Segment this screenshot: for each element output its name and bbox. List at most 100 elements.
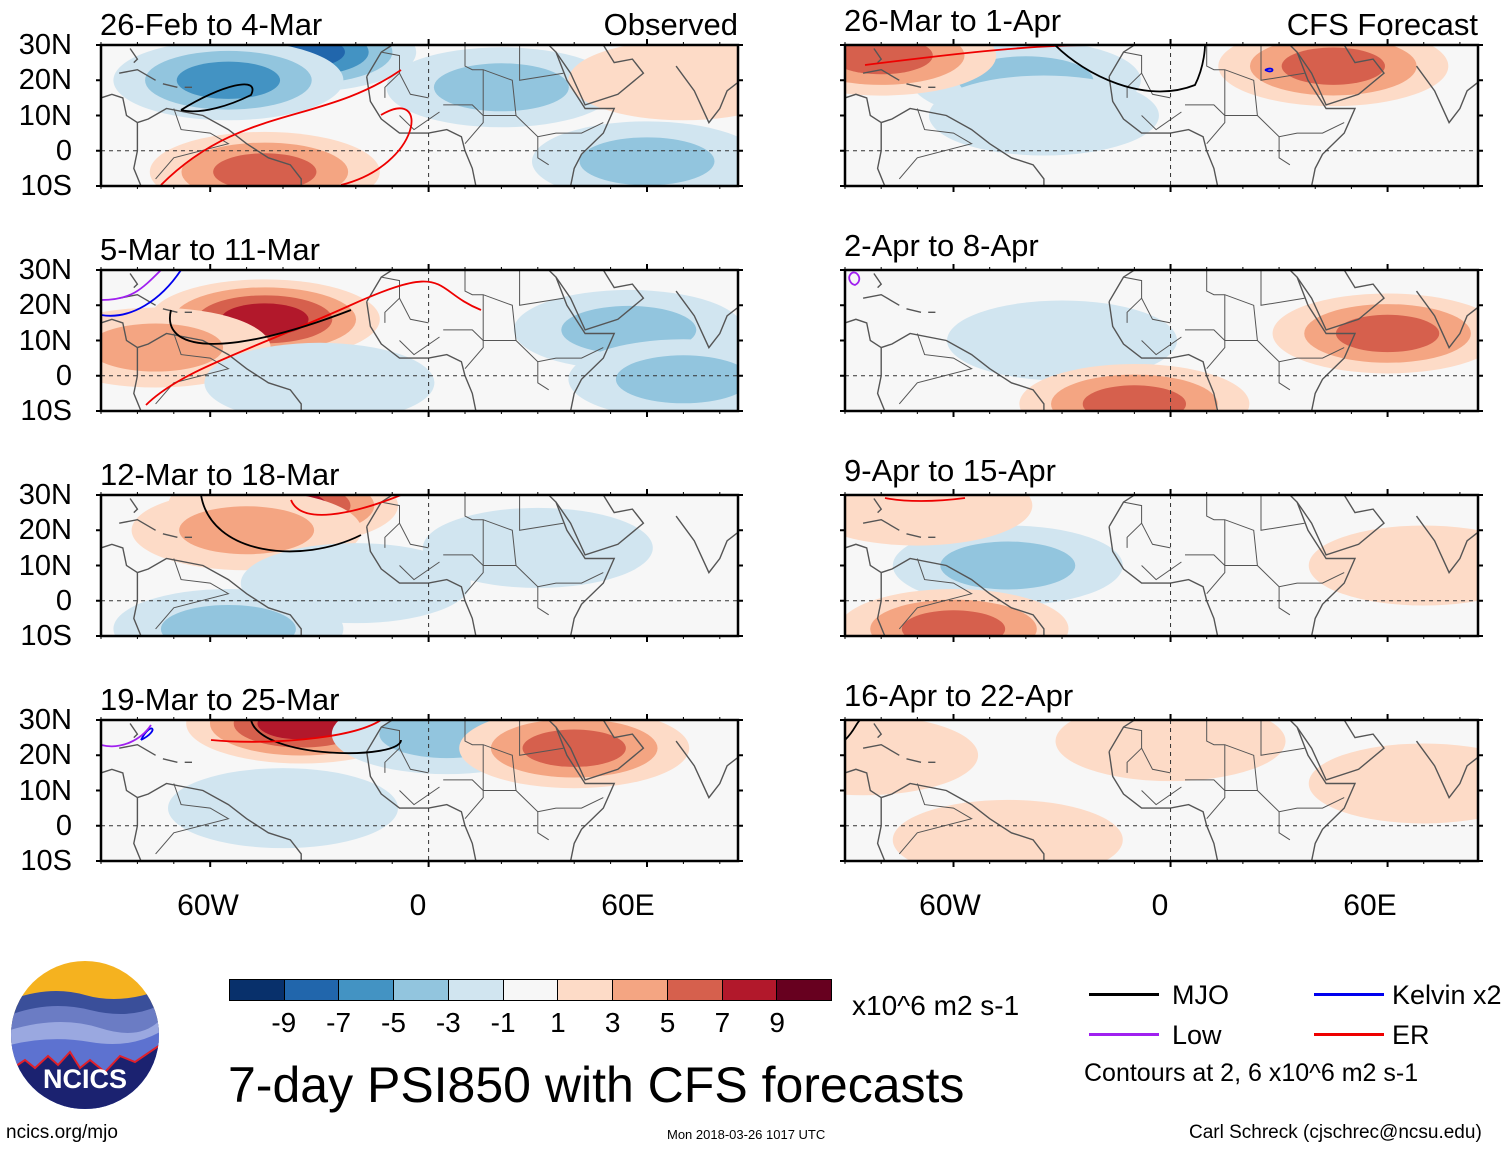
- country-border: [1260, 720, 1305, 756]
- coastline: [129, 498, 139, 514]
- anomaly-shading: [928, 75, 1159, 156]
- map-panel-8: [840, 714, 1483, 867]
- coastline: [366, 45, 393, 78]
- anomaly-shading: [1335, 314, 1440, 353]
- contour-low: [848, 271, 861, 286]
- country-border: [443, 720, 517, 791]
- country-border: [443, 270, 517, 341]
- coastline: [162, 758, 178, 763]
- colorbar-tick-label: 1: [550, 1007, 566, 1038]
- anomaly-shading: [1308, 525, 1478, 606]
- country-border: [537, 811, 549, 841]
- lon-label-60e-right: 60E: [1343, 889, 1397, 922]
- coastline: [1289, 720, 1357, 861]
- coastline: [906, 758, 922, 763]
- coastline: [133, 572, 142, 636]
- units-label: x10^6 m2 s-1: [852, 990, 1020, 1021]
- country-border: [519, 270, 564, 306]
- coastline: [1296, 720, 1385, 781]
- country-border: [443, 45, 517, 116]
- map-panel-6: [840, 264, 1483, 417]
- lat-label: 10S: [20, 845, 72, 877]
- anomaly-shading: [176, 61, 281, 99]
- panel-title-7: 9-Apr to 15-Apr: [844, 453, 1056, 488]
- country-border: [537, 586, 549, 616]
- anomaly-shading: [1055, 720, 1286, 782]
- lat-label: 30N: [18, 254, 72, 286]
- colorbar-swatch: [394, 980, 449, 1000]
- colorbar-swatch: [722, 980, 778, 1000]
- lat-label: 0: [55, 359, 72, 392]
- footer-author: Carl Schreck (cjschrec@ncsu.edu): [1189, 1122, 1482, 1143]
- contour-mjo: [250, 720, 402, 755]
- coastline: [119, 743, 156, 756]
- legend-line-er: [1314, 1033, 1384, 1036]
- lat-label: 0: [55, 584, 72, 617]
- country-border: [1260, 45, 1305, 81]
- colorbar-swatch: [339, 980, 395, 1000]
- map-panel-2: [96, 264, 743, 417]
- coastline: [133, 797, 142, 861]
- country-border: [399, 786, 440, 806]
- coastline: [162, 83, 178, 88]
- coastline: [1415, 515, 1478, 574]
- lat-label: 10S: [20, 620, 72, 652]
- coastline: [1108, 301, 1219, 411]
- legend-label-mjo: MJO: [1172, 980, 1229, 1010]
- country-border: [1126, 747, 1142, 773]
- country-border: [515, 115, 604, 138]
- coastline: [1108, 76, 1219, 186]
- colorbar-swatch: [503, 980, 559, 1000]
- coastline: [101, 93, 138, 124]
- country-border: [1141, 336, 1182, 356]
- anomaly-shading: [1308, 743, 1478, 824]
- anomaly-shading: [845, 495, 1033, 546]
- coastline: [137, 332, 302, 411]
- lat-label: 30N: [18, 704, 72, 736]
- legend-line-mjo: [1089, 993, 1159, 996]
- coastline: [1415, 290, 1478, 349]
- country-border: [1141, 561, 1182, 581]
- coastline: [1108, 720, 1135, 753]
- lat-label: 20N: [18, 514, 72, 547]
- panel-title-4: 19-Mar to 25-Mar: [100, 682, 340, 717]
- lon-label-0-left: 0: [409, 889, 427, 922]
- coastline: [876, 347, 886, 411]
- contour-er: [884, 497, 966, 502]
- lon-label-60w-left: 60W: [177, 889, 239, 922]
- lat-label: 0: [55, 809, 72, 842]
- panel-title-3: 12-Mar to 18-Mar: [100, 457, 340, 492]
- contour-er: [160, 69, 402, 186]
- contour-low: [101, 724, 152, 748]
- colorbar-tick-label: -9: [271, 1007, 297, 1038]
- contour-note: Contours at 2, 6 x10^6 m2 s-1: [1084, 1059, 1419, 1087]
- colorbar-swatch: [230, 980, 285, 1000]
- colorbar-swatch: [777, 980, 832, 1000]
- country-border: [1126, 297, 1142, 323]
- country-border: [399, 111, 440, 131]
- lat-label: 20N: [18, 739, 72, 772]
- panel-title-5: 26-Mar to 1-Apr: [844, 3, 1062, 38]
- country-border: [1278, 586, 1291, 616]
- coastline: [366, 76, 477, 186]
- colorbar-swatch: [284, 980, 340, 1000]
- panel-title-6: 2-Apr to 8-Apr: [844, 228, 1039, 263]
- coastline: [845, 768, 882, 799]
- coastline: [555, 270, 645, 331]
- country-border: [1206, 69, 1226, 145]
- coastline: [1289, 45, 1357, 186]
- coastline: [101, 318, 138, 349]
- coastline: [1108, 751, 1219, 861]
- map-panel-5: [840, 39, 1483, 192]
- coastline: [873, 723, 883, 739]
- legend-label-low: Low: [1172, 1020, 1222, 1050]
- lat-label: 10N: [18, 99, 72, 132]
- coastline: [137, 557, 302, 636]
- coastline: [675, 290, 738, 349]
- lon-label-60w-right: 60W: [919, 889, 981, 922]
- country-border: [1257, 115, 1345, 138]
- colorbar-swatch: [448, 980, 504, 1000]
- coastline: [675, 65, 738, 124]
- lat-label: 30N: [18, 29, 72, 61]
- colorbar-tick-label: -3: [435, 1007, 461, 1038]
